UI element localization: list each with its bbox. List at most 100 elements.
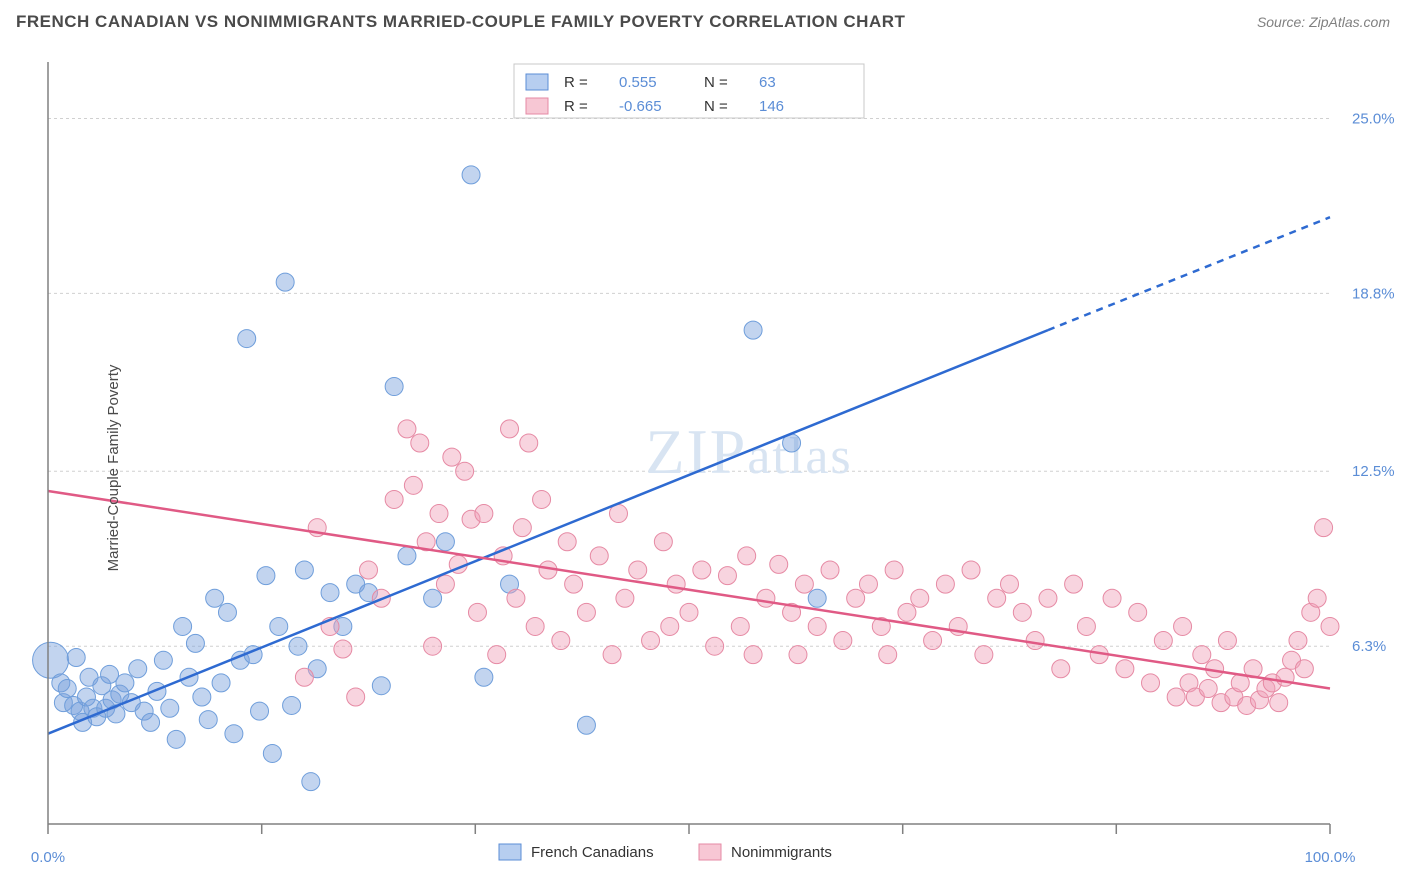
data-point <box>1154 632 1172 650</box>
data-point <box>199 711 217 729</box>
legend-swatch <box>526 98 548 114</box>
data-point <box>129 660 147 678</box>
data-point <box>1174 617 1192 635</box>
data-point <box>501 420 519 438</box>
data-point <box>488 646 506 664</box>
data-point <box>436 533 454 551</box>
data-point <box>276 273 294 291</box>
data-point <box>936 575 954 593</box>
data-point <box>770 555 788 573</box>
data-point <box>257 567 275 585</box>
trend-line-dashed <box>1048 217 1330 330</box>
data-point <box>706 637 724 655</box>
data-point <box>847 589 865 607</box>
data-point <box>552 632 570 650</box>
plot-area: Married-Couple Family Poverty 25.0%18.8%… <box>0 44 1406 892</box>
data-point <box>475 505 493 523</box>
data-point <box>616 589 634 607</box>
data-point <box>167 730 185 748</box>
data-point <box>558 533 576 551</box>
chart-header: FRENCH CANADIAN VS NONIMMIGRANTS MARRIED… <box>0 0 1406 44</box>
legend-r-label: R = <box>564 74 588 91</box>
data-point <box>385 378 403 396</box>
data-point <box>821 561 839 579</box>
legend-r-value: -0.665 <box>619 98 662 115</box>
data-point <box>744 321 762 339</box>
data-point <box>1218 632 1236 650</box>
data-point <box>1065 575 1083 593</box>
data-point <box>462 166 480 184</box>
data-point <box>603 646 621 664</box>
data-point <box>424 589 442 607</box>
data-point <box>680 603 698 621</box>
data-point <box>295 561 313 579</box>
data-point <box>859 575 877 593</box>
data-point <box>731 617 749 635</box>
data-point <box>533 490 551 508</box>
data-point <box>456 462 474 480</box>
data-point <box>302 773 320 791</box>
data-point <box>808 617 826 635</box>
data-point <box>475 668 493 686</box>
data-point <box>372 677 390 695</box>
chart-title: FRENCH CANADIAN VS NONIMMIGRANTS MARRIED… <box>16 12 905 32</box>
data-point <box>808 589 826 607</box>
data-point <box>218 603 236 621</box>
data-point <box>161 699 179 717</box>
data-point <box>520 434 538 452</box>
y-tick-label: 6.3% <box>1352 638 1386 655</box>
data-point <box>1308 589 1326 607</box>
data-point <box>270 617 288 635</box>
data-point <box>1026 632 1044 650</box>
data-point <box>212 674 230 692</box>
data-point <box>898 603 916 621</box>
data-point <box>507 589 525 607</box>
data-point <box>513 519 531 537</box>
x-tick-label: 100.0% <box>1305 849 1356 866</box>
trend-line <box>48 330 1048 734</box>
data-point <box>885 561 903 579</box>
data-point <box>629 561 647 579</box>
data-point <box>142 713 160 731</box>
data-point <box>642 632 660 650</box>
data-point <box>962 561 980 579</box>
legend-series-label: Nonimmigrants <box>731 844 832 861</box>
data-point <box>718 567 736 585</box>
data-point <box>1295 660 1313 678</box>
data-point <box>667 575 685 593</box>
y-tick-label: 18.8% <box>1352 285 1395 302</box>
data-point <box>430 505 448 523</box>
data-point <box>654 533 672 551</box>
data-point <box>795 575 813 593</box>
data-point <box>443 448 461 466</box>
data-point <box>58 680 76 698</box>
data-point <box>334 640 352 658</box>
chart-source: Source: ZipAtlas.com <box>1257 14 1390 30</box>
data-point <box>33 642 69 678</box>
data-point <box>116 674 134 692</box>
data-point <box>289 637 307 655</box>
legend-n-value: 63 <box>759 74 776 91</box>
data-point <box>283 696 301 714</box>
data-point <box>1315 519 1333 537</box>
legend-r-value: 0.555 <box>619 74 657 91</box>
data-point <box>1199 680 1217 698</box>
data-point <box>1167 688 1185 706</box>
data-point <box>360 561 378 579</box>
legend-n-label: N = <box>704 98 728 115</box>
data-point <box>67 648 85 666</box>
data-point <box>1103 589 1121 607</box>
data-point <box>924 632 942 650</box>
data-point <box>398 420 416 438</box>
legend-swatch <box>526 74 548 90</box>
legend-series-label: French Canadians <box>531 844 654 861</box>
data-point <box>263 744 281 762</box>
data-point <box>661 617 679 635</box>
data-point <box>238 330 256 348</box>
data-point <box>738 547 756 565</box>
legend-swatch <box>699 844 721 860</box>
data-point <box>468 603 486 621</box>
data-point <box>744 646 762 664</box>
data-point <box>577 603 595 621</box>
data-point <box>1129 603 1147 621</box>
